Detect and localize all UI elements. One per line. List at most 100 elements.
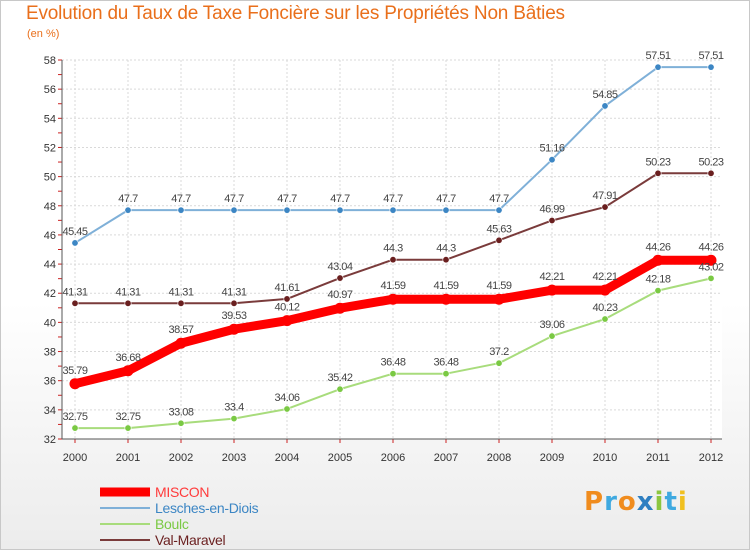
x-tick-label: 2011 [646,452,670,464]
data-label-miscon: 42.21 [539,271,564,283]
data-label-boulc: 36.48 [380,357,405,369]
data-label-miscon: 38.57 [168,324,193,336]
data-label-boulc: 35.42 [327,372,352,384]
legend-swatch [100,487,150,497]
data-point-miscon [440,293,452,305]
data-point-miscon [705,254,717,266]
x-tick-label: 2001 [116,452,140,464]
data-point-miscon [334,302,346,314]
data-point-boulc [601,315,609,323]
y-tick-label: 40 [44,317,56,329]
data-label-lesches-en-diois: 45.45 [62,226,87,238]
data-point-miscon [599,284,611,296]
data-label-boulc: 32.75 [62,411,87,423]
data-point-miscon [175,337,187,349]
data-label-lesches-en-diois: 47.7 [118,193,138,205]
data-label-lesches-en-diois: 57.51 [698,50,723,62]
x-tick-label: 2012 [699,452,723,464]
data-point-boulc [283,405,291,413]
y-tick-label: 48 [44,201,56,213]
data-point-miscon [228,323,240,335]
legend-swatch [100,507,150,509]
data-point-val-maravel [548,216,556,224]
data-point-boulc [71,424,79,432]
data-label-lesches-en-diois: 47.7 [383,193,403,205]
data-label-val-maravel: 44.3 [436,243,456,255]
data-label-miscon: 44.26 [645,241,670,253]
proxiti-logo: Proxiti [584,487,688,517]
data-point-boulc [336,385,344,393]
data-label-val-maravel: 44.3 [383,243,403,255]
data-label-lesches-en-diois: 47.7 [224,193,244,205]
unit-label: (en %) [27,28,60,40]
data-label-val-maravel: 41.31 [62,286,87,298]
data-label-boulc: 33.4 [224,402,244,414]
data-label-miscon: 36.68 [115,352,140,364]
data-label-boulc: 42.18 [645,274,670,286]
data-point-lesches-en-diois [548,156,556,164]
data-point-boulc [548,332,556,340]
data-label-lesches-en-diois: 47.7 [330,193,350,205]
data-point-val-maravel [336,274,344,282]
data-point-boulc [230,415,238,423]
data-point-boulc [707,274,715,282]
data-label-lesches-en-diois: 54.85 [592,89,617,101]
axes: 32 34 36 38 40 42 44 46 48 50 52 54 56 58 2000 2001 2002… [44,55,723,464]
legend-label: Lesches-en-Diois [155,500,259,516]
data-point-val-maravel [71,299,79,307]
data-label-lesches-en-diois: 51.16 [539,143,564,155]
x-tick-label: 2002 [169,452,193,464]
y-tick-label: 58 [44,55,56,67]
data-label-miscon: 41.59 [433,280,458,292]
data-point-lesches-en-diois [124,206,132,214]
data-label-lesches-en-diois: 47.7 [489,193,509,205]
data-label-val-maravel: 45.63 [486,223,511,235]
data-point-miscon [652,254,664,266]
data-label-lesches-en-diois: 47.7 [171,193,191,205]
data-point-lesches-en-diois [283,206,291,214]
data-point-lesches-en-diois [495,206,503,214]
data-label-boulc: 32.75 [115,411,140,423]
grid [62,59,722,440]
data-point-miscon [493,293,505,305]
data-point-val-maravel [601,203,609,211]
data-label-val-maravel: 43.04 [327,261,352,273]
legend-label: Boulc [155,516,189,532]
data-point-miscon [122,365,134,377]
data-point-boulc [442,370,450,378]
data-point-val-maravel [177,299,185,307]
data-label-val-maravel: 41.31 [115,286,140,298]
data-point-lesches-en-diois [601,102,609,110]
x-tick-label: 2005 [328,452,352,464]
y-tick-label: 56 [44,84,56,96]
data-label-boulc: 43.02 [698,261,723,273]
logo-letter: r [604,487,618,517]
data-label-boulc: 36.48 [433,357,458,369]
data-point-miscon [387,293,399,305]
y-tick-label: 54 [44,113,56,125]
data-point-lesches-en-diois [230,206,238,214]
data-point-val-maravel [389,256,397,264]
data-point-boulc [654,287,662,295]
legend-swatch [100,523,150,525]
y-tick-label: 46 [44,230,56,242]
x-tick-label: 2004 [275,452,299,464]
data-label-lesches-en-diois: 57.51 [645,50,670,62]
data-labels: 45.45 47.7 47.7 47.7 47.7 47.7 47.7 47.7 47.7 51.… [62,50,724,423]
data-label-miscon: 40.97 [327,289,352,301]
data-label-val-maravel: 47.91 [592,190,617,202]
logo-letter: o [617,487,637,517]
data-label-miscon: 42.21 [592,271,617,283]
x-tick-label: 2009 [540,452,564,464]
y-tick-label: 34 [44,405,56,417]
data-point-val-maravel [495,236,503,244]
x-tick-label: 2010 [593,452,617,464]
legend-swatch [100,539,150,541]
data-label-miscon: 35.79 [62,365,87,377]
x-tick-label: 2000 [63,452,87,464]
data-point-val-maravel [124,299,132,307]
legend-label: Val-Maravel [155,532,226,548]
data-label-boulc: 34.06 [274,392,299,404]
data-label-miscon: 41.59 [380,280,405,292]
